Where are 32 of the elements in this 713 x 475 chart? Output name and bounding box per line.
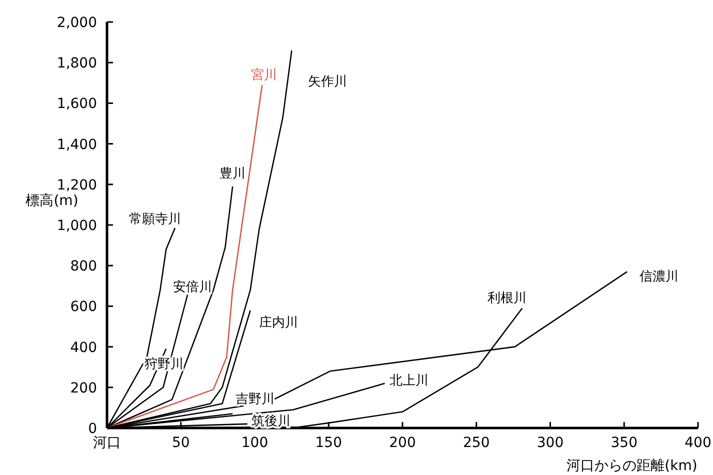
y-tick: 1,800 (56, 56, 97, 72)
series-label: 信濃川 (640, 270, 679, 285)
series-label: 豊川 (220, 166, 246, 182)
y-label: 標高(m) (26, 193, 78, 209)
y-tick: 1,400 (56, 136, 97, 153)
y-tick: 2,000 (56, 15, 97, 31)
x-tick: 300 (536, 435, 564, 451)
x-tick: 河口 (93, 435, 121, 451)
y-tick: 0 (88, 421, 97, 437)
y-tick: 600 (70, 299, 97, 316)
series-label: 常願寺川 (128, 212, 181, 228)
x-tick: 50 (172, 435, 190, 451)
y-tick: 800 (70, 258, 97, 275)
x-tick: 100 (241, 435, 268, 451)
series-label: 宮川 (251, 68, 278, 83)
x-tick: 200 (389, 435, 416, 451)
y-tick: 200 (70, 380, 97, 396)
y-tick: 1,600 (56, 96, 97, 112)
series-label: 矢作川 (308, 74, 348, 90)
x-tick: 400 (684, 435, 712, 451)
x-tick: 350 (610, 435, 638, 451)
series-label: 筑後川 (251, 414, 290, 429)
x-tick: 150 (315, 435, 342, 451)
y-tick: 1,200 (56, 177, 97, 194)
series-label: 北上川 (389, 373, 428, 388)
x-label: 河口からの距離(km) (566, 458, 698, 474)
x-tick: 250 (463, 435, 490, 451)
y-tick: 400 (70, 340, 97, 356)
series-label: 利根川 (488, 291, 527, 306)
series-label: 安倍川 (172, 280, 212, 295)
series-label: 庄内川 (258, 315, 298, 330)
y-tick: 1,000 (56, 218, 97, 234)
